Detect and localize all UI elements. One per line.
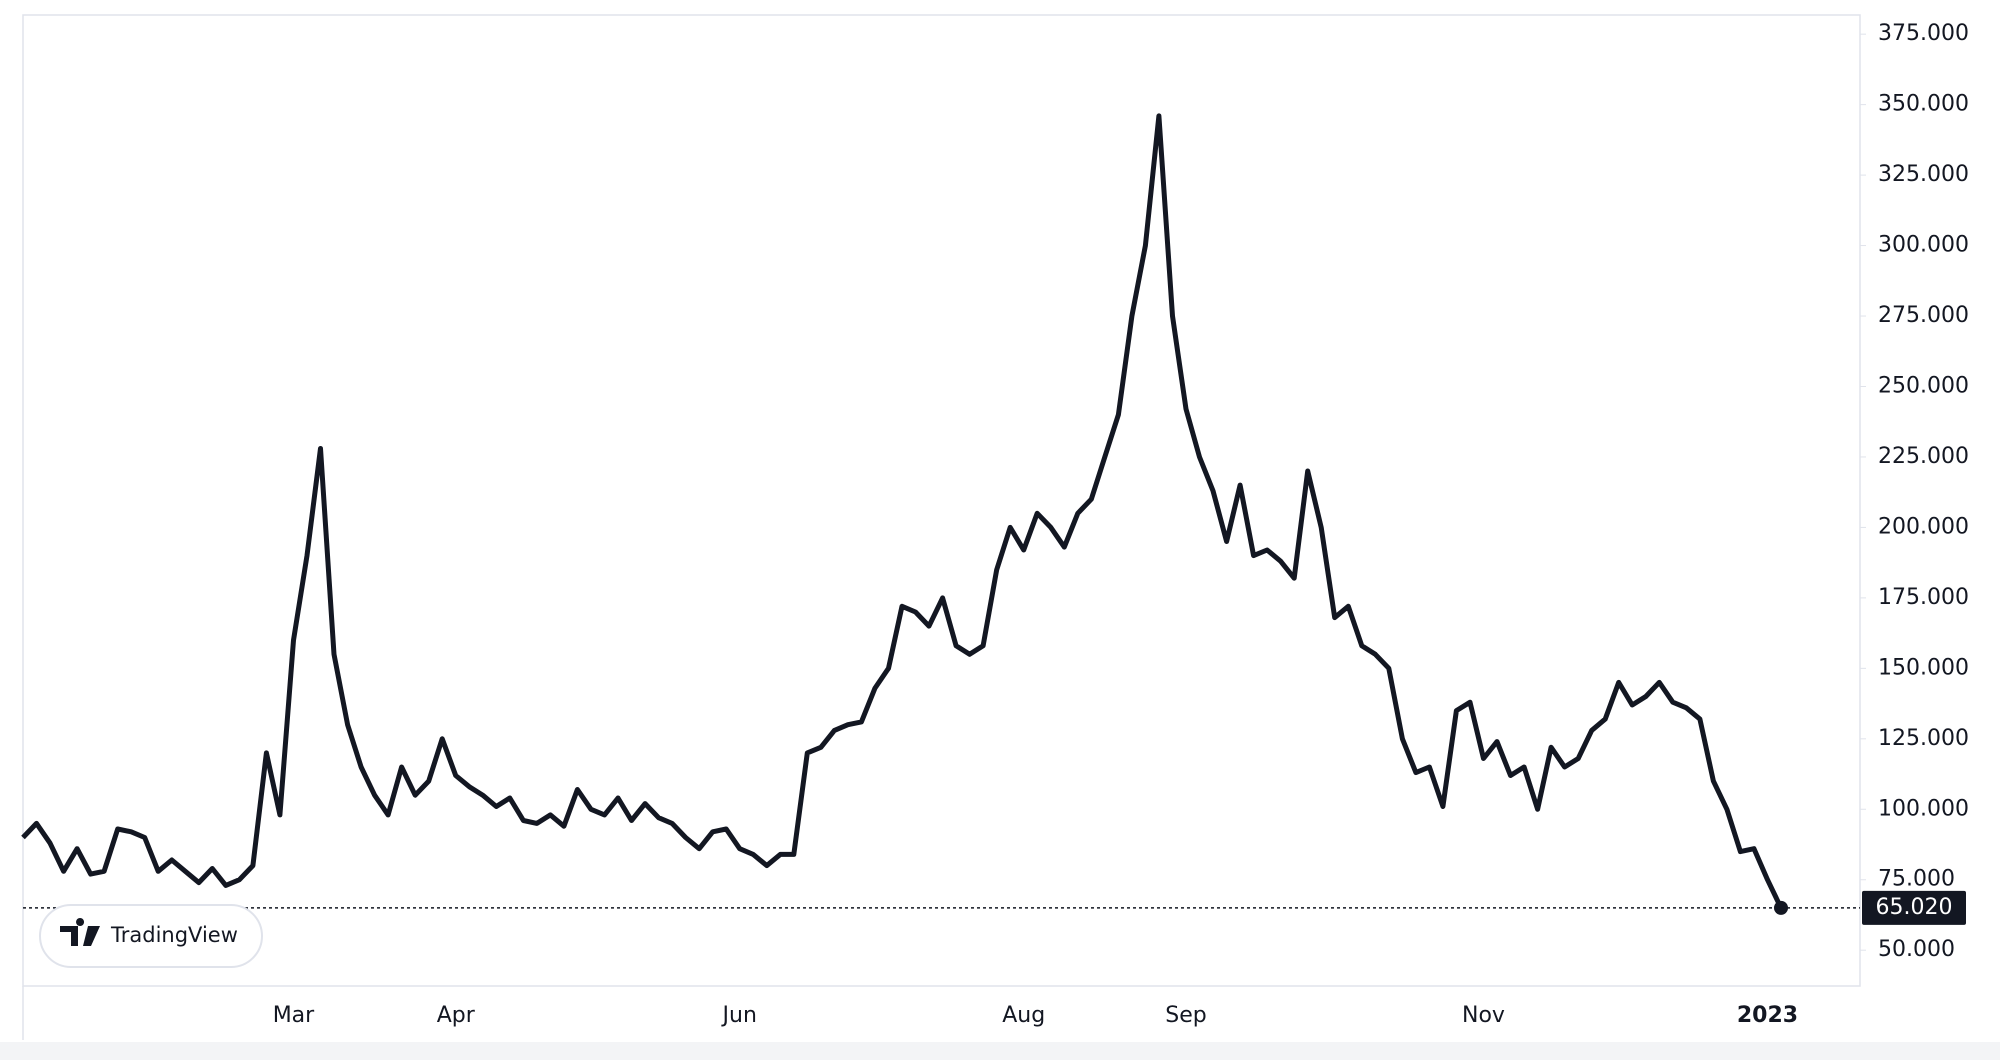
y-tick-label: 275.000 — [1878, 303, 1969, 328]
bottom-strip — [0, 1042, 2000, 1060]
y-tick-label: 300.000 — [1878, 233, 1969, 258]
y-tick-label: 200.000 — [1878, 514, 1969, 539]
y-tick-label: 75.000 — [1878, 867, 1955, 892]
y-tick-label: 250.000 — [1878, 373, 1969, 398]
y-tick-label: 150.000 — [1878, 655, 1969, 680]
x-tick-label: 2023 — [1737, 1003, 1798, 1028]
x-tick-label: Apr — [437, 1003, 476, 1028]
x-tick-label: Aug — [1002, 1003, 1045, 1028]
watermark-text: TradingView — [110, 923, 238, 947]
y-tick-label: 125.000 — [1878, 726, 1969, 751]
plot-frame — [22, 14, 1861, 987]
x-tick-label: Nov — [1462, 1003, 1505, 1028]
last-point — [1774, 900, 1788, 915]
price-label: 65.020 — [1876, 895, 1953, 920]
y-tick-label: 375.000 — [1878, 21, 1969, 46]
watermark-badge: TradingView — [39, 904, 263, 968]
x-tick-label: Mar — [273, 1003, 315, 1028]
y-tick-label: 100.000 — [1878, 796, 1969, 821]
badge-box — [39, 904, 263, 968]
price-line — [21, 113, 1784, 909]
y-tick-label: 50.000 — [1878, 937, 1955, 962]
y-tick-label: 325.000 — [1878, 162, 1969, 187]
price-label-box — [1862, 890, 1966, 925]
y-tick-label: 225.000 — [1878, 444, 1969, 469]
y-tick-label: 175.000 — [1878, 585, 1969, 610]
y-tick-label: 350.000 — [1878, 92, 1969, 117]
x-tick-label: Jun — [721, 1003, 757, 1028]
x-tick-label: Sep — [1165, 1003, 1206, 1028]
logo — [60, 918, 100, 946]
